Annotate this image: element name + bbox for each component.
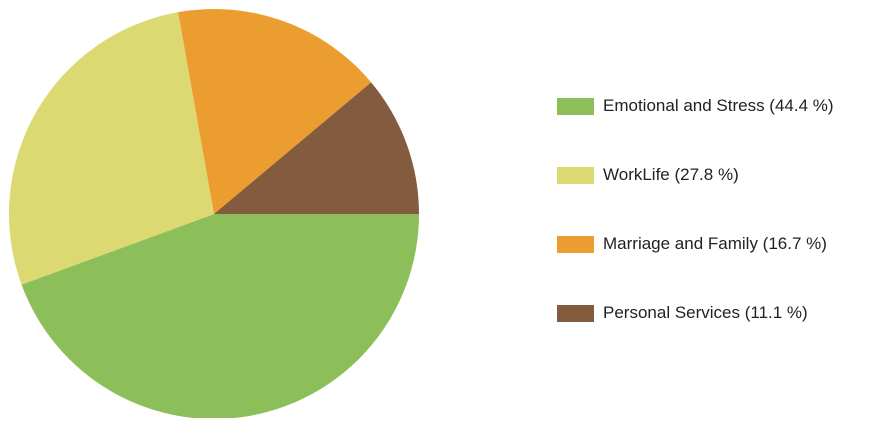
legend-item-2: Marriage and Family (16.7 %) xyxy=(557,232,834,256)
legend-label-2: Marriage and Family (16.7 %) xyxy=(603,234,827,253)
pie-slice-1 xyxy=(8,12,214,285)
legend-swatch-2 xyxy=(557,235,594,253)
pie-slice-2 xyxy=(178,8,372,215)
legend-swatch-3 xyxy=(557,304,594,322)
pie-slice-3 xyxy=(214,82,419,214)
legend-item-1: WorkLife (27.8 %) xyxy=(557,163,834,187)
chart-legend: Emotional and Stress (44.4 %) WorkLife (2… xyxy=(557,94,834,370)
legend-swatch-0 xyxy=(557,97,594,115)
legend-item-3: Personal Services (11.1 %) xyxy=(557,301,834,325)
legend-item-0: Emotional and Stress (44.4 %) xyxy=(557,94,834,118)
legend-label-0: Emotional and Stress (44.4 %) xyxy=(603,96,834,115)
pie-slice-0 xyxy=(21,214,420,419)
legend-label-1: WorkLife (27.8 %) xyxy=(603,165,739,184)
legend-swatch-1 xyxy=(557,166,594,184)
legend-label-3: Personal Services (11.1 %) xyxy=(603,303,808,322)
